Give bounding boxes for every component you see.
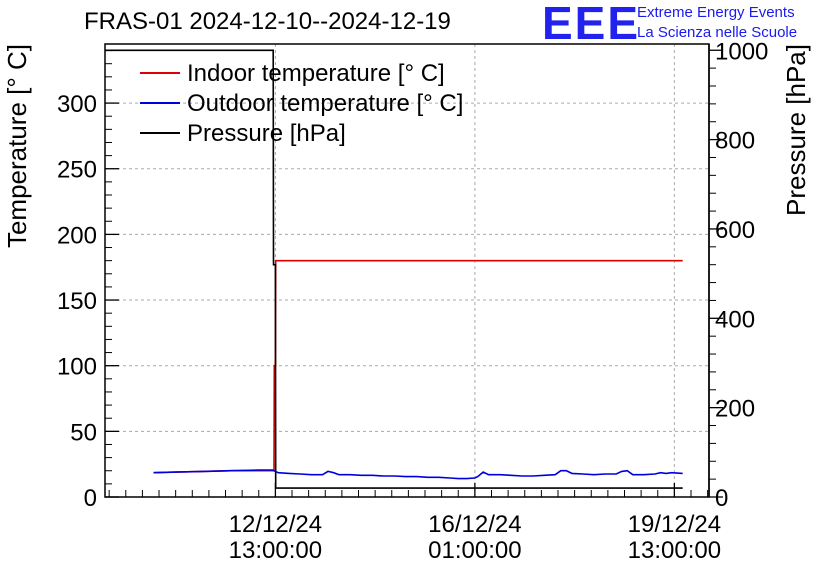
legend-label: Indoor temperature [° C] [187, 60, 445, 87]
y-tick-label: 150 [57, 288, 97, 315]
x-tick-label-date: 16/12/24 [428, 511, 521, 538]
y-tick-label: 200 [57, 222, 97, 249]
y-tick-label: 250 [57, 157, 97, 184]
grid-lines [105, 44, 709, 497]
x-tick-label-date: 19/12/24 [628, 511, 721, 538]
y-tick-label: 0 [84, 485, 97, 512]
x-tick-label-date: 12/12/24 [229, 511, 322, 538]
y-tick-label: 100 [57, 354, 97, 381]
y-tick-label: 300 [57, 91, 97, 118]
x-tick-label-time: 13:00:00 [229, 537, 322, 564]
indoor-temperature-line [153, 259, 683, 474]
x-tick-label-time: 01:00:00 [428, 537, 521, 564]
legend: Indoor temperature [° C] Outdoor temperat… [140, 60, 463, 147]
x-tick-label-time: 13:00:00 [628, 537, 721, 564]
legend-label: Outdoor temperature [° C] [187, 90, 463, 117]
eee-logo: EEE [542, 0, 641, 49]
eee-logo-tagline-1: Extreme Energy Events [637, 4, 795, 21]
axis-ticks [105, 44, 723, 498]
y-axis-label: Temperature [° C] [2, 44, 32, 248]
legend-label: Pressure [hPa] [187, 120, 346, 147]
y2-tick-label: 1000 [715, 38, 768, 65]
y2-tick-label: 0 [715, 485, 728, 512]
chart-title: FRAS-01 2024-12-10--2024-12-19 [84, 8, 451, 35]
series-lines [105, 49, 683, 489]
y2-axis-label: Pressure [hPa] [781, 44, 811, 216]
pressure-line [105, 49, 683, 489]
y2-tick-label: 800 [715, 128, 755, 155]
y2-tick-label: 200 [715, 396, 755, 423]
y2-tick-label: 600 [715, 217, 755, 244]
y2-tick-label: 400 [715, 306, 755, 333]
y-tick-label: 50 [70, 419, 97, 446]
outdoor-temperature-line [153, 469, 683, 480]
eee-logo-tagline-2: La Scienza nelle Scuole [637, 24, 798, 41]
axis-labels: 05010015020025030012/12/2413:00:0016/12/… [2, 38, 811, 564]
